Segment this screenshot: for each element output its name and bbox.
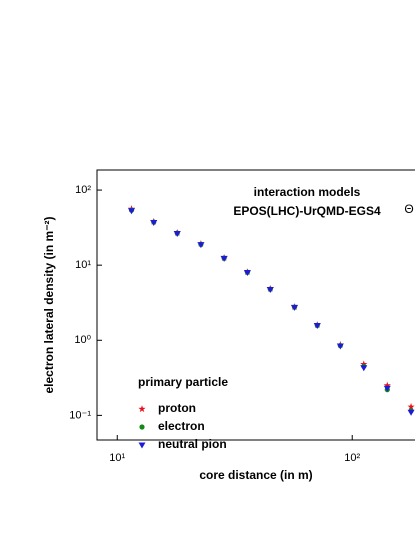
point xyxy=(313,323,321,330)
x-tick-label: 10² xyxy=(344,452,360,464)
y-tick-label: 10⁻¹ xyxy=(69,409,91,421)
point xyxy=(407,403,415,410)
legend-marker xyxy=(139,424,145,430)
annotation: EPOS(LHC)-UrQMD-EGS4 xyxy=(233,204,381,218)
annotation: Θ xyxy=(404,202,413,216)
legend-title: primary particle xyxy=(138,375,228,389)
point xyxy=(360,365,368,372)
point xyxy=(197,242,205,249)
legend-label: neutral pion xyxy=(158,437,227,451)
x-axis-label: core distance (in m) xyxy=(199,468,312,482)
y-tick-label: 10¹ xyxy=(75,259,91,271)
point xyxy=(220,255,228,262)
y-tick-label: 10² xyxy=(75,184,91,196)
point xyxy=(383,385,391,392)
plot-frame xyxy=(96,169,415,441)
legend-label: electron xyxy=(158,419,205,433)
y-axis-label: electron lateral density (in m⁻²) xyxy=(42,216,56,393)
point xyxy=(407,409,415,416)
point xyxy=(243,269,251,276)
legend-marker xyxy=(138,442,146,449)
point xyxy=(336,343,344,350)
y-tick-label: 10⁰ xyxy=(74,334,91,346)
point xyxy=(128,208,136,215)
legend-label: proton xyxy=(158,401,196,415)
annotation: interaction models xyxy=(254,185,361,199)
point xyxy=(266,286,274,293)
point xyxy=(291,304,299,311)
point xyxy=(150,219,158,226)
x-tick-label: 10¹ xyxy=(109,452,125,464)
point xyxy=(173,231,181,238)
legend-marker xyxy=(138,405,146,413)
point xyxy=(383,381,391,389)
